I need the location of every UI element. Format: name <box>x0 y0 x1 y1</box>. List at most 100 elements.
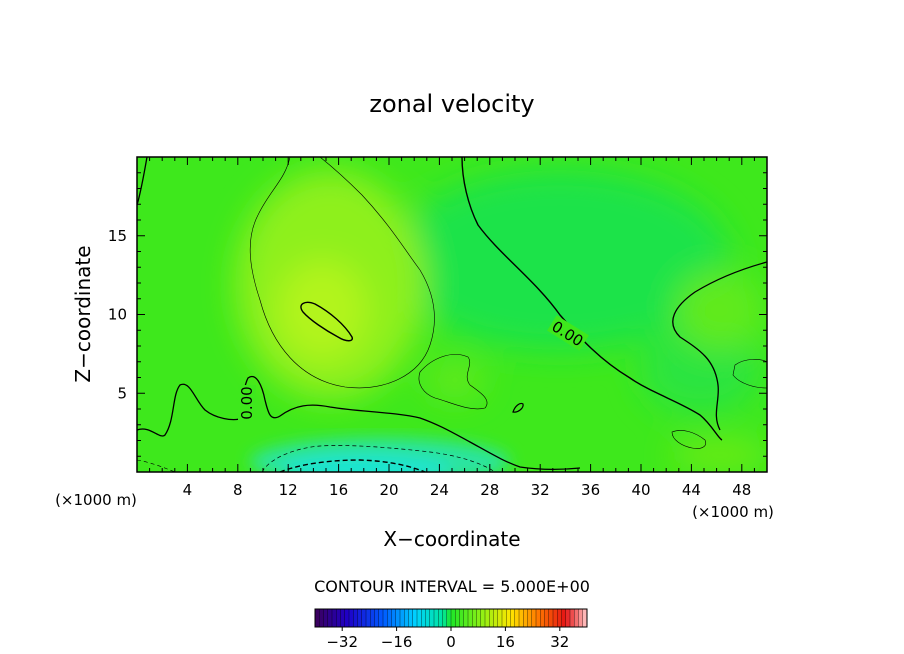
contour-zero-left <box>137 157 148 206</box>
colorbar-tick-label: −32 <box>326 633 358 651</box>
colorbar-cell <box>344 609 350 627</box>
colorbar-cell <box>519 609 524 627</box>
contour-negative-inner <box>279 459 426 472</box>
colorbar-cell <box>378 609 384 627</box>
colorbar-cell <box>451 609 456 627</box>
colorbar-cell <box>323 609 329 627</box>
colorbar-cell <box>395 609 401 627</box>
contour-negative-outer <box>261 445 496 472</box>
x-unit-left: (×1000 m) <box>55 491 137 509</box>
x-tick-label: 16 <box>329 481 348 499</box>
colorbar-cell <box>353 609 358 627</box>
y-tick-label: 5 <box>117 384 127 402</box>
colorbar-cell <box>438 609 443 627</box>
y-tick-label: 15 <box>108 227 127 245</box>
colorbar-cell <box>527 609 533 627</box>
colorbar-cell <box>404 609 409 627</box>
contour-positive-pocket <box>418 354 488 410</box>
colorbar-cell <box>315 609 320 627</box>
x-tick-label: 20 <box>379 481 398 499</box>
colorbar-cell <box>536 609 541 627</box>
colorbar-cell <box>383 609 388 627</box>
x-tick-label: 40 <box>631 481 650 499</box>
colorbar-cell <box>510 609 516 627</box>
colorbar-cell <box>489 609 494 627</box>
colorbar-cell <box>578 609 584 627</box>
contour-zero-right <box>672 261 767 431</box>
colorbar-cell <box>561 609 567 627</box>
colorbar-cell <box>349 609 354 627</box>
colorbar-cell <box>370 609 375 627</box>
x-tick-label: 8 <box>233 481 243 499</box>
x-tick-label: 24 <box>430 481 449 499</box>
colorbar-cell <box>400 609 405 627</box>
colorbar-cell <box>544 609 550 627</box>
colorbar-cell <box>459 609 465 627</box>
colorbar-cell <box>361 609 367 627</box>
colorbar-cell <box>366 609 371 627</box>
x-axis-label: X−coordinate <box>383 527 520 551</box>
colorbar-cell <box>531 609 537 627</box>
colorbar-cell <box>523 609 528 627</box>
x-unit-right: (×1000 m) <box>692 503 774 521</box>
contour-small-loop <box>512 402 524 413</box>
colorbar-cell <box>565 609 571 627</box>
colorbar-cell <box>425 609 431 627</box>
contour-interval: CONTOUR INTERVAL = 5.000E+00 <box>314 577 590 596</box>
colorbar-cell <box>472 609 477 627</box>
colorbar-cell <box>480 609 486 627</box>
y-tick-label: 10 <box>108 306 127 324</box>
x-tick-label: 44 <box>682 481 701 499</box>
colorbar-tick-label: 32 <box>550 633 569 651</box>
colorbar-cell <box>514 609 520 627</box>
colorbar-cell <box>476 609 482 627</box>
y-axis-label: Z−coordinate <box>71 245 95 382</box>
colorbar-ticks: −32 −16 0 16 32 <box>326 627 569 651</box>
colorbar-cell <box>540 609 545 627</box>
x-tick-label: 48 <box>732 481 751 499</box>
plot-area <box>137 157 767 472</box>
x-tick-label: 4 <box>183 481 193 499</box>
x-tick-label: 32 <box>531 481 550 499</box>
colorbar-cell <box>417 609 422 627</box>
colorbar-cell <box>574 609 579 627</box>
x-tick-label: 28 <box>480 481 499 499</box>
colorbar-tick-label: 0 <box>446 633 456 651</box>
colorbar-cell <box>497 609 503 627</box>
colorbar-cell <box>442 609 448 627</box>
contour-positive-max <box>300 301 353 342</box>
chart-title: zonal velocity <box>369 90 534 118</box>
contour-bottom-right <box>671 430 707 449</box>
colorbar-cell <box>391 609 397 627</box>
colorbar <box>314 609 588 627</box>
x-tick-label: 12 <box>279 481 298 499</box>
colorbar-cell <box>485 609 490 627</box>
colorbar-cell <box>582 609 588 627</box>
colorbar-cell <box>468 609 473 627</box>
colorbar-cell <box>408 609 414 627</box>
colorbar-cell <box>387 609 392 627</box>
colorbar-cell <box>553 609 558 627</box>
colorbar-cell <box>502 609 507 627</box>
colorbar-cell <box>336 609 341 627</box>
colorbar-tick-label: 16 <box>496 633 515 651</box>
x-tick-label: 36 <box>581 481 600 499</box>
contour-label-left: 0.00 <box>238 386 256 419</box>
colorbar-cell <box>340 609 346 627</box>
colorbar-cell <box>463 609 469 627</box>
colorbar-cell <box>557 609 562 627</box>
colorbar-cell <box>570 609 575 627</box>
contour-right-pocket <box>732 359 767 389</box>
colorbar-cell <box>434 609 439 627</box>
contour-zero-lower <box>137 375 581 471</box>
colorbar-cell <box>327 609 333 627</box>
contour-bottom-left-neg <box>137 459 176 472</box>
colorbar-cell <box>506 609 511 627</box>
colorbar-cell <box>493 609 499 627</box>
colorbar-cell <box>374 609 380 627</box>
y-axis: 5 10 15 <box>108 172 767 457</box>
colorbar-cell <box>548 609 554 627</box>
colorbar-cell <box>455 609 460 627</box>
colorbar-cell <box>332 609 337 627</box>
